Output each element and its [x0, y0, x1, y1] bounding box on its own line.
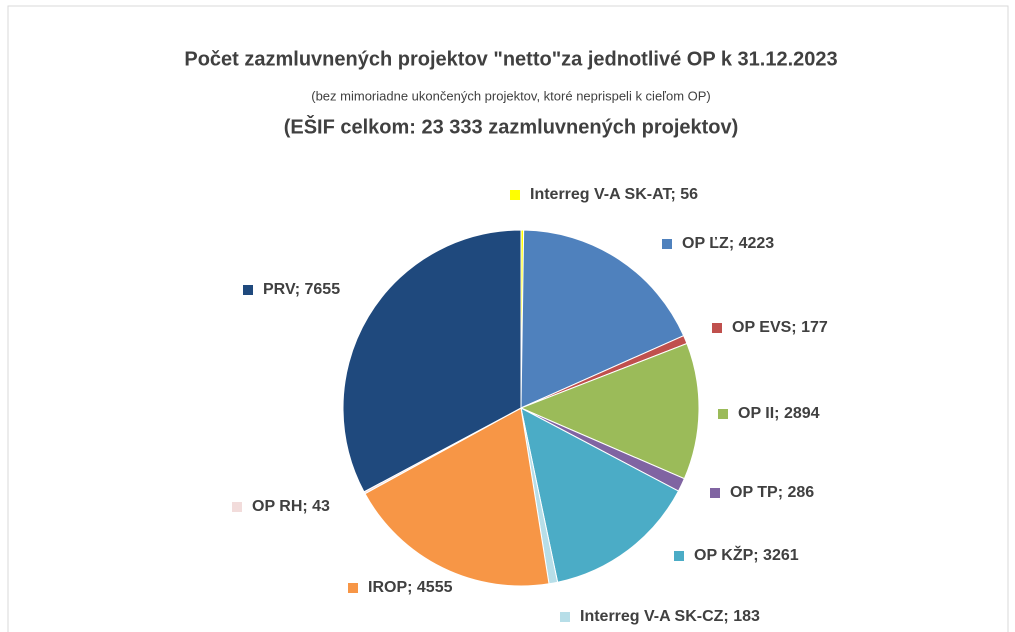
legend-marker — [712, 323, 722, 333]
chart-subtitle: (bez mimoriadne ukončených projektov, kt… — [311, 88, 711, 103]
legend-marker — [710, 488, 720, 498]
chart-subtitle: (EŠIF celkom: 23 333 zazmluvnených proje… — [284, 114, 739, 138]
pie-slice — [342, 229, 522, 493]
chart-title: Počet zazmluvnených projektov "netto"za … — [184, 48, 837, 70]
legend-marker — [510, 190, 520, 200]
legend-marker — [662, 239, 672, 249]
data-label: OP RH; 43 — [252, 498, 330, 515]
legend-marker — [348, 583, 358, 593]
data-label: OP EVS; 177 — [732, 319, 828, 336]
legend-marker — [560, 612, 570, 622]
legend-marker — [718, 409, 728, 419]
pie-slice — [519, 342, 700, 480]
data-label: PRV; 7655 — [263, 281, 340, 298]
data-label: OP TP; 286 — [730, 484, 814, 501]
data-label: OP II; 2894 — [738, 405, 820, 422]
data-label: OP KŽP; 3261 — [694, 545, 799, 564]
data-label: Interreg V-A SK-CZ; 183 — [580, 608, 760, 625]
data-label: IROP; 4555 — [368, 579, 453, 596]
legend-marker — [674, 551, 684, 561]
data-label: Interreg V-A SK-AT; 56 — [530, 186, 698, 203]
pie-slice — [520, 407, 680, 583]
data-label: OP ĽZ; 4223 — [682, 235, 774, 252]
legend-marker — [243, 285, 253, 295]
pie-slice — [364, 407, 550, 587]
legend-marker — [232, 502, 242, 512]
pie-slice — [520, 229, 685, 409]
